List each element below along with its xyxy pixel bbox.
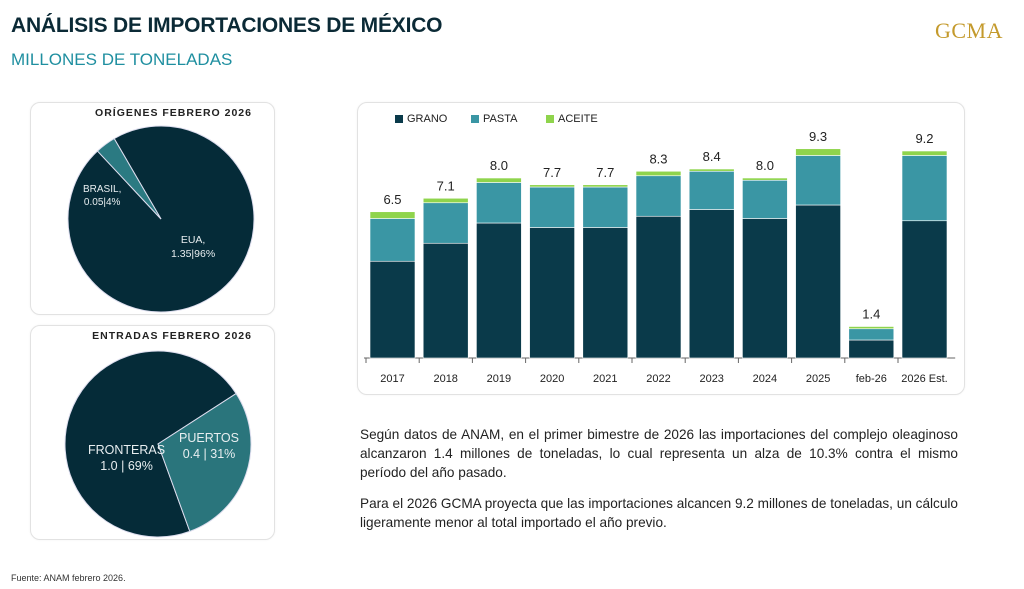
origins-pie-chart (67, 125, 255, 313)
puertos-label: PUERTOS 0.4 | 31% (179, 430, 239, 463)
total-label-feb-26: 1.4 (862, 307, 880, 322)
entries-pie-title: ENTRADAS FEBRERO 2026 (92, 330, 252, 342)
total-label-2019: 8.0 (490, 158, 508, 173)
bar-pasta-2020 (529, 186, 575, 228)
bar-pasta-2026 Est. (901, 155, 948, 222)
entries-pie-card: ENTRADAS FEBRERO 2026 FRONTERAS 1.0 | 69… (30, 325, 275, 540)
x-tick-label-2018: 2018 (433, 373, 457, 385)
bar-aceite-2020 (529, 184, 575, 188)
bar-grano-2024 (742, 218, 788, 359)
page-title: ANÁLISIS DE IMPORTACIONES DE MÉXICO (11, 14, 443, 37)
bar-grano-2019 (476, 222, 522, 359)
eua-label-name: EUA, (180, 234, 206, 246)
legend-pasta: PASTA (471, 113, 517, 125)
brasil-label-value: 0.05|4% (83, 197, 121, 208)
legend-label-pasta: PASTA (483, 113, 518, 125)
total-label-2023: 8.4 (703, 149, 721, 164)
brasil-label: BRASIL, 0.05|4% (83, 183, 121, 209)
pie-slice-fronteras (64, 350, 237, 538)
x-tick-label-2019: 2019 (487, 373, 511, 385)
bar-aceite-2021 (582, 184, 629, 188)
bar-pasta-2019 (476, 182, 522, 224)
bar-aceite-2019 (476, 177, 522, 183)
analysis-paragraph-2: Para el 2026 GCMA proyecta que las impor… (360, 496, 958, 530)
legend-swatch-grano (395, 115, 403, 123)
legend-aceite: ACEITE (546, 113, 598, 125)
bar-grano-2018 (422, 242, 469, 359)
total-label-2026 Est.: 9.2 (915, 131, 933, 146)
legend-grano: GRANO (395, 113, 447, 125)
bar-pasta-feb-26 (848, 328, 895, 341)
bar-grano-2026 Est. (901, 220, 948, 359)
total-label-2021: 7.7 (596, 165, 614, 180)
bar-aceite-2023 (688, 168, 735, 172)
origins-pie-card: ORÍGENES FEBRERO 2026 BRASIL, 0.05|4% EU… (30, 102, 275, 315)
bar-aceite-2017 (369, 211, 416, 219)
x-tick-label-2020: 2020 (540, 373, 564, 385)
bar-grano-2021 (582, 227, 629, 359)
total-label-2024: 8.0 (756, 158, 774, 173)
eua-label-value: 1.35|96% (171, 247, 216, 260)
bar-aceite-2025 (795, 148, 841, 156)
gcma-logo: GCMA (935, 18, 1004, 43)
entries-pie-chart (64, 350, 252, 538)
bar-pasta-2022 (635, 175, 682, 217)
brasil-label-name: BRASIL, (83, 184, 122, 195)
total-label-2017: 6.5 (383, 192, 401, 207)
legend-label-aceite: ACEITE (558, 113, 598, 125)
bar-aceite-2026 Est. (901, 150, 948, 156)
legend-swatch-pasta (471, 115, 479, 123)
bar-aceite-2022 (635, 170, 682, 177)
total-label-2022: 8.3 (649, 151, 667, 166)
puertos-label-value: 0.4 | 31% (182, 447, 236, 462)
bar-grano-feb-26 (848, 339, 895, 359)
total-label-2020: 7.7 (543, 165, 561, 180)
fronteras-label: FRONTERAS 1.0 | 69% (88, 442, 165, 475)
bar-pasta-2024 (742, 179, 788, 219)
fronteras-label-name: FRONTERAS (88, 443, 166, 457)
page-subtitle: MILLONES DE TONELADAS (11, 50, 233, 69)
bar-pasta-2023 (688, 170, 735, 210)
bar-grano-2020 (529, 227, 575, 359)
bar-pasta-2018 (422, 202, 469, 244)
legend-swatch-aceite (546, 115, 554, 123)
x-tick-label-2026 Est.: 2026 Est. (901, 373, 947, 385)
imports-bar-chart: 6.5 2017 7.1 2018 8.0 2019 7.7 2020 7.7 2021 8.3 20… (364, 129, 956, 385)
bar-grano-2025 (795, 204, 841, 359)
fronteras-label-value: 1.0 | 69% (100, 459, 153, 474)
puertos-label-name: PUERTOS (179, 431, 239, 445)
imports-bar-card: 6.5 2017 7.1 2018 8.0 2019 7.7 2020 7.7 2021 8.3 20… (357, 102, 965, 395)
x-tick-label-2025: 2025 (806, 373, 830, 385)
total-label-2018: 7.1 (437, 178, 455, 193)
x-tick-label-feb-26: feb-26 (856, 373, 887, 385)
bar-aceite-feb-26 (848, 326, 895, 330)
bar-aceite-2024 (742, 177, 788, 181)
source-footnote: Fuente: ANAM febrero 2026. (11, 573, 126, 583)
x-tick-label-2021: 2021 (593, 373, 617, 385)
bar-grano-2022 (635, 215, 682, 359)
bar-pasta-2017 (369, 218, 416, 262)
pie-slice-puertos (157, 392, 252, 533)
pie-slice-brasil (96, 137, 162, 220)
bar-pasta-2021 (582, 186, 629, 228)
eua-label: EUA, 1.35|96% (171, 234, 215, 261)
total-label-2025: 9.3 (809, 129, 827, 144)
origins-pie-title: ORÍGENES FEBRERO 2026 (95, 107, 252, 119)
bar-grano-2023 (688, 209, 735, 359)
analysis-text: Según datos de ANAM, en el primer bimest… (360, 425, 958, 544)
bar-pasta-2025 (795, 155, 841, 206)
bar-aceite-2018 (422, 197, 469, 204)
x-tick-label-2022: 2022 (646, 373, 670, 385)
x-tick-label-2017: 2017 (380, 373, 404, 385)
x-tick-label-2023: 2023 (699, 373, 723, 385)
analysis-paragraph-1: Según datos de ANAM, en el primer bimest… (360, 427, 958, 480)
x-tick-label-2024: 2024 (753, 373, 777, 385)
bar-grano-2017 (369, 260, 416, 359)
legend-label-grano: GRANO (407, 113, 448, 125)
